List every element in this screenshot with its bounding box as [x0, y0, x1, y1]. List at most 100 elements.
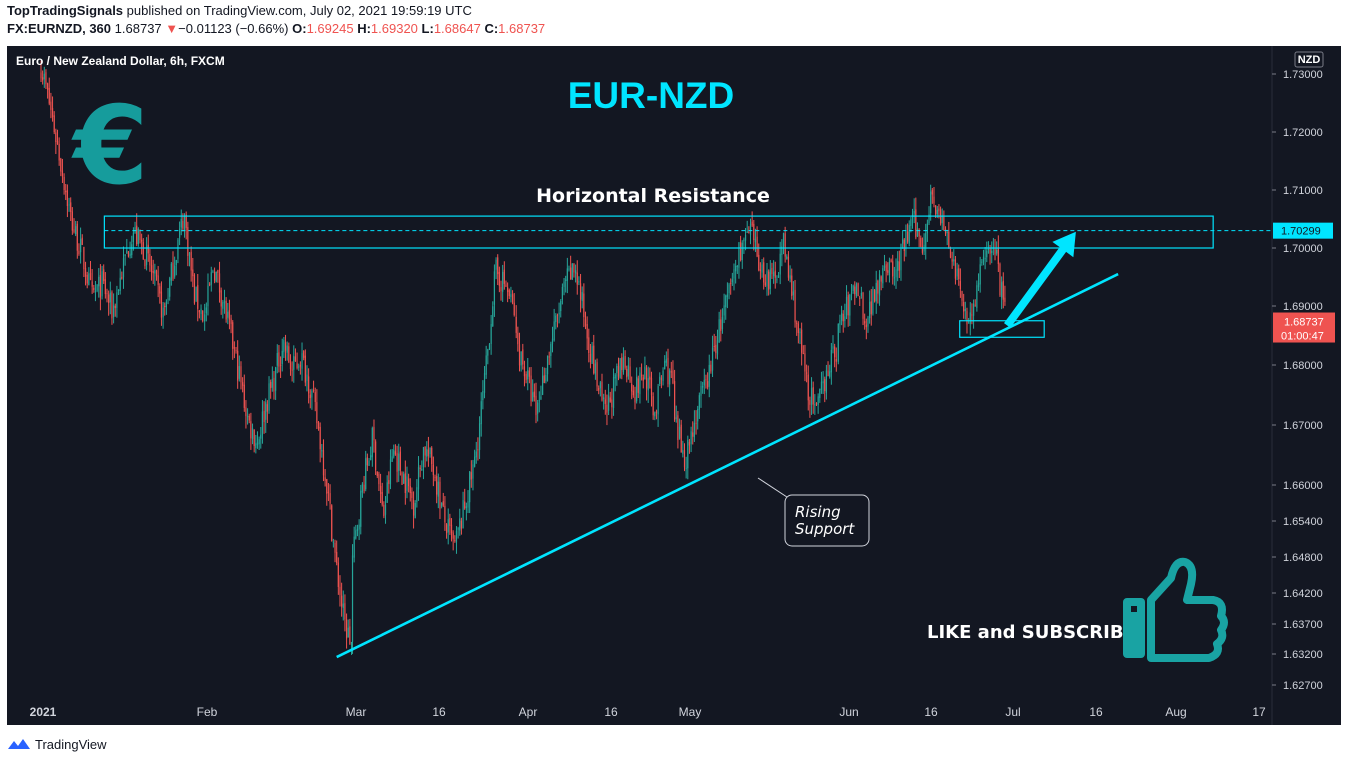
- candle-body: [781, 246, 783, 256]
- candle-body: [136, 225, 138, 245]
- candle: [708, 354, 710, 398]
- resistance-zone: [103, 215, 1214, 249]
- candle-body: [119, 277, 121, 291]
- candle: [284, 334, 287, 361]
- candle: [93, 284, 95, 293]
- candle: [849, 293, 851, 326]
- candle: [804, 344, 806, 382]
- price-axis: 1.73000 1.72000 1.71000 1.70000 1.69000 1.680…: [1271, 46, 1324, 725]
- candle-body: [726, 294, 728, 297]
- candle: [575, 264, 577, 283]
- candle: [429, 447, 431, 458]
- candle-body: [108, 294, 110, 303]
- candle: [670, 361, 672, 379]
- candle: [954, 256, 957, 285]
- candle: [408, 473, 410, 493]
- candle-body: [394, 451, 397, 455]
- candle-body: [45, 72, 47, 85]
- candle: [192, 257, 194, 288]
- candle: [839, 314, 841, 333]
- candle: [994, 239, 996, 261]
- publisher-name[interactable]: TopTradingSignals: [7, 3, 124, 18]
- candle: [586, 316, 588, 350]
- candle: [246, 408, 249, 425]
- candle-body: [535, 395, 537, 416]
- candle: [707, 372, 709, 390]
- candle: [230, 314, 232, 334]
- candle-body: [906, 231, 909, 242]
- candle-body: [55, 132, 57, 143]
- candle-body: [86, 274, 88, 284]
- candle: [546, 355, 549, 382]
- candle: [629, 357, 631, 383]
- candle: [872, 286, 874, 316]
- currency-badge-box: [1294, 51, 1324, 68]
- candle-body: [723, 305, 725, 316]
- candle: [263, 401, 265, 434]
- candle: [94, 280, 97, 302]
- candle-body: [820, 381, 823, 390]
- chart-canvas[interactable]: 1.73000 1.72000 1.71000 1.70000 1.69000 1.680…: [7, 46, 1341, 725]
- candle-body: [349, 626, 351, 645]
- candle-body: [705, 379, 707, 381]
- chart-area[interactable]: 1.73000 1.72000 1.71000 1.70000 1.69000 1.680…: [7, 46, 1341, 725]
- candle: [824, 376, 826, 403]
- candle: [76, 221, 78, 259]
- candle-body: [533, 391, 535, 398]
- candle: [342, 590, 344, 621]
- candle-body: [351, 555, 354, 642]
- candle-body: [665, 359, 667, 363]
- candle-body: [810, 388, 813, 405]
- candle: [956, 262, 958, 281]
- candle-body: [875, 282, 877, 302]
- candle: [327, 483, 330, 502]
- candle: [972, 299, 975, 329]
- candle: [146, 237, 148, 271]
- candle-body: [873, 290, 876, 302]
- candle-body: [408, 478, 410, 487]
- euro-icon: €: [70, 84, 148, 209]
- candle: [741, 240, 743, 269]
- candle: [794, 279, 796, 328]
- candle-body: [283, 340, 285, 353]
- candle-body: [715, 344, 717, 353]
- candle-body: [675, 417, 677, 419]
- tradingview-logo-icon[interactable]: [7, 737, 31, 751]
- time-axis: 2021 Feb Mar 16 Apr 16 May Jun 16 Jul 16 Aug 17: [30, 705, 1266, 719]
- candle-body: [928, 214, 930, 223]
- footer-brand[interactable]: TradingView: [35, 736, 107, 752]
- candle-body: [124, 254, 126, 257]
- candle-body: [789, 275, 791, 279]
- candle: [835, 347, 837, 372]
- candle: [444, 496, 446, 531]
- candle: [999, 262, 1001, 297]
- candle-body: [910, 219, 912, 226]
- candle: [401, 471, 403, 486]
- candle-body: [498, 271, 500, 286]
- candle: [744, 227, 747, 251]
- candle-body: [794, 289, 796, 323]
- candle-body: [601, 381, 603, 401]
- subscribe-cta: LIKE and SUBSCRIBE: [927, 622, 1136, 643]
- candle-body: [104, 279, 106, 295]
- candle: [799, 328, 801, 345]
- candle: [875, 270, 877, 314]
- candle: [278, 345, 280, 373]
- candle: [42, 70, 44, 85]
- candle-body: [763, 262, 765, 283]
- candle-body: [844, 316, 846, 321]
- candle-body: [289, 362, 292, 370]
- x-tick-label: Jul: [1005, 705, 1020, 719]
- candle: [911, 208, 914, 229]
- candle: [250, 412, 252, 450]
- chart-title: Euro / New Zealand Dollar, 6h, FXCM: [16, 54, 225, 68]
- candle: [583, 283, 585, 328]
- candle-body: [159, 286, 161, 294]
- candle: [81, 234, 83, 246]
- candle: [492, 301, 494, 327]
- candle: [344, 594, 346, 632]
- candle-body: [779, 253, 781, 275]
- candle-body: [568, 268, 570, 270]
- candle-body: [308, 376, 310, 394]
